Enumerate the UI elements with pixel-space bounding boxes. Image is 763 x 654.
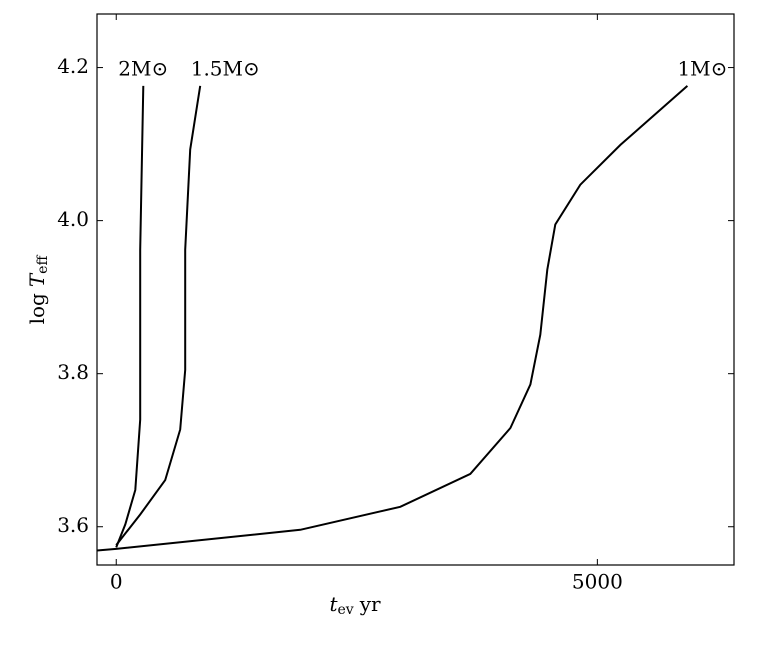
y-axis-label: log Teff	[25, 255, 52, 325]
x-tick-label: 5000	[572, 570, 623, 594]
plot-frame	[96, 13, 735, 566]
series-label: 2M⊙	[118, 56, 168, 80]
y-tick-label: 3.6	[57, 513, 89, 537]
x-label-subscript: ev	[337, 602, 353, 618]
x-axis-label: tev yr	[329, 592, 381, 619]
series-label: 1M⊙	[677, 56, 727, 80]
series-line	[115, 85, 145, 548]
x-label-unit: yr	[359, 592, 381, 616]
y-tick-label: 3.8	[57, 360, 89, 384]
series-line	[115, 85, 202, 546]
series-label: 1.5M⊙	[191, 56, 260, 80]
x-label-symbol: t	[329, 592, 338, 616]
x-tick-label: 0	[110, 570, 123, 594]
y-tick-label: 4.2	[57, 54, 89, 78]
y-tick-label: 4.0	[57, 207, 89, 231]
y-label-symbol: T	[25, 272, 49, 287]
series-line	[96, 85, 689, 552]
y-label-prefix: log	[25, 293, 49, 324]
y-label-subscript: eff	[35, 255, 51, 274]
